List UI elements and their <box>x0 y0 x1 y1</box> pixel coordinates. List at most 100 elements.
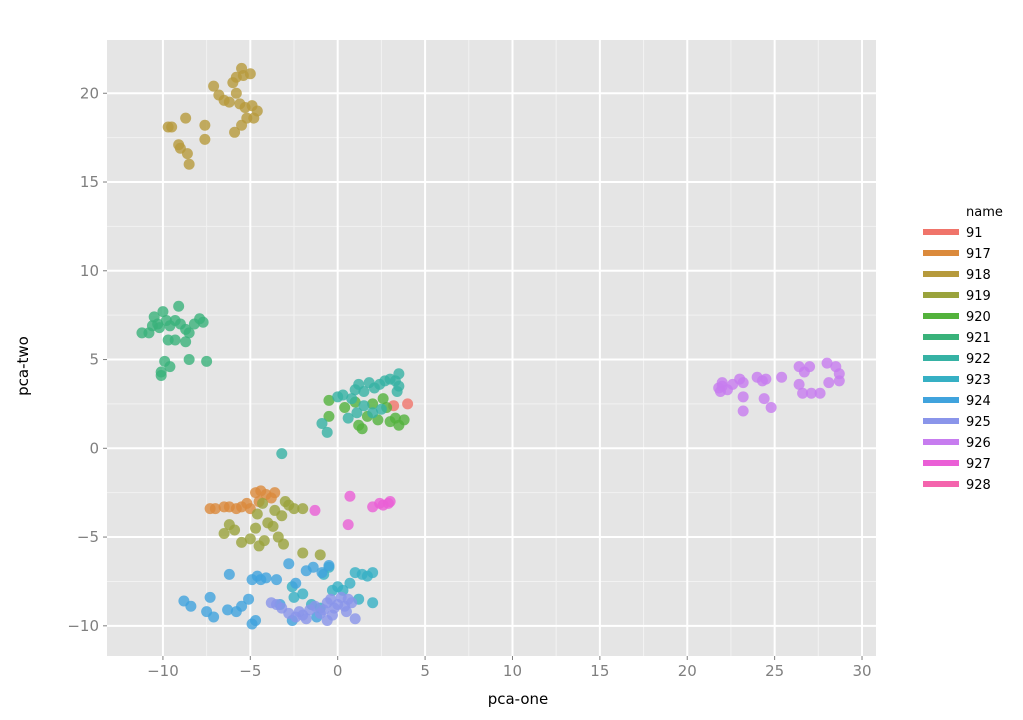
point-918 <box>229 126 241 138</box>
x-tick-label: 10 <box>503 662 522 680</box>
legend-swatch-918 <box>923 271 959 277</box>
legend-swatch-926 <box>923 439 959 445</box>
point-923 <box>367 597 379 609</box>
point-919 <box>251 508 263 520</box>
point-919 <box>218 528 230 540</box>
point-923 <box>288 591 300 603</box>
point-921 <box>162 334 174 346</box>
y-tick-label: −5 <box>77 528 99 546</box>
point-924 <box>250 614 262 626</box>
point-921 <box>164 361 176 373</box>
point-922 <box>391 385 403 397</box>
point-923 <box>297 588 309 600</box>
point-918 <box>166 121 178 133</box>
point-922 <box>337 389 349 401</box>
point-918 <box>208 80 220 92</box>
plot-background <box>107 40 876 656</box>
point-919 <box>250 522 262 534</box>
point-926 <box>737 377 749 389</box>
legend-swatch-920 <box>923 313 959 319</box>
point-926 <box>797 387 809 399</box>
point-926 <box>758 393 770 405</box>
point-91 <box>402 398 414 410</box>
point-919 <box>257 497 269 509</box>
point-918 <box>239 101 251 113</box>
point-921 <box>157 306 169 318</box>
point-926 <box>793 378 805 390</box>
legend-label-922: 922 <box>966 352 991 367</box>
point-918 <box>237 70 249 82</box>
legend-swatch-928 <box>923 481 959 487</box>
point-920 <box>353 419 365 431</box>
point-918 <box>248 112 260 124</box>
point-924 <box>208 611 220 623</box>
legend-label-923: 923 <box>966 373 991 388</box>
point-926 <box>737 405 749 417</box>
point-918 <box>181 148 193 160</box>
point-919 <box>288 503 300 515</box>
point-918 <box>183 158 195 170</box>
data-points <box>136 62 845 630</box>
point-926 <box>716 380 728 392</box>
point-924 <box>204 591 216 603</box>
x-tick-label: 25 <box>765 662 784 680</box>
point-926 <box>804 361 816 373</box>
point-922 <box>393 368 405 380</box>
y-tick-label: −10 <box>67 617 99 635</box>
point-924 <box>290 577 302 589</box>
y-tick-label: 0 <box>89 439 99 457</box>
legend-label-925: 925 <box>966 415 991 430</box>
major-grid <box>107 40 876 656</box>
point-919 <box>258 535 270 547</box>
point-921 <box>197 316 209 328</box>
point-918 <box>230 87 242 99</box>
legend-label-91: 91 <box>966 226 983 241</box>
point-920 <box>323 394 335 406</box>
point-919 <box>267 520 279 532</box>
y-axis-title: pca-two <box>14 336 32 396</box>
point-920 <box>323 410 335 422</box>
point-922 <box>351 407 363 419</box>
point-925 <box>346 597 358 609</box>
point-922 <box>342 412 354 424</box>
point-922 <box>276 448 288 460</box>
legend-swatch-919 <box>923 292 959 298</box>
point-923 <box>344 577 356 589</box>
point-920 <box>398 414 410 426</box>
legend-swatch-925 <box>923 418 959 424</box>
x-tick-label: 15 <box>590 662 609 680</box>
point-918 <box>236 119 248 131</box>
point-926 <box>814 387 826 399</box>
x-tick-label: −5 <box>239 662 261 680</box>
point-917 <box>209 503 221 515</box>
legend-swatch-921 <box>923 334 959 340</box>
point-917 <box>269 487 281 499</box>
legend-swatch-922 <box>923 355 959 361</box>
y-tick-label: 20 <box>80 84 99 102</box>
y-tick-label: 5 <box>89 351 99 369</box>
point-926 <box>737 391 749 403</box>
point-922 <box>367 407 379 419</box>
legend-title: name <box>966 205 1003 220</box>
legend: name 91 917 918 919 920 921 922 923 924 925 926 927… <box>923 205 1003 493</box>
point-926 <box>833 375 845 387</box>
point-924 <box>185 600 197 612</box>
point-921 <box>201 355 213 367</box>
y-tick-label: 10 <box>80 262 99 280</box>
point-924 <box>236 600 248 612</box>
legend-label-928: 928 <box>966 478 991 493</box>
point-924 <box>307 561 319 573</box>
legend-swatch-927 <box>923 460 959 466</box>
point-919 <box>297 547 309 559</box>
x-axis-ticks: −10 −5 0 5 10 15 20 25 30 <box>147 656 872 680</box>
point-924 <box>222 604 234 616</box>
point-925 <box>326 609 338 621</box>
legend-label-924: 924 <box>966 394 991 409</box>
point-926 <box>776 371 788 383</box>
point-926 <box>823 377 835 389</box>
point-922 <box>375 403 387 415</box>
x-tick-label: 0 <box>333 662 343 680</box>
point-927 <box>344 490 356 502</box>
point-922 <box>346 393 358 405</box>
